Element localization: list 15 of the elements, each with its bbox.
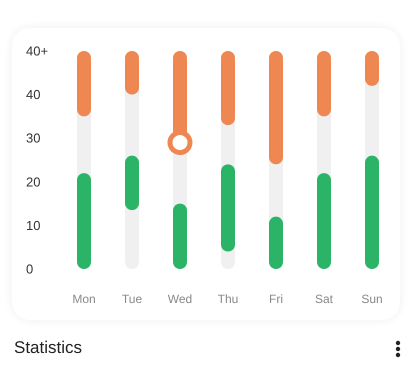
x-tick-label: Sun bbox=[361, 292, 383, 306]
x-tick-label: Thu bbox=[218, 292, 238, 306]
y-tick-label: 20 bbox=[26, 174, 40, 190]
x-tick-label: Mon bbox=[72, 292, 96, 306]
x-tick-label: Sat bbox=[314, 292, 334, 306]
x-tick-label: Fri bbox=[269, 292, 283, 306]
y-tick-label: 0 bbox=[26, 262, 34, 276]
y-tick-label: 40 bbox=[26, 87, 40, 102]
y-tick-label: 40+ bbox=[26, 44, 48, 58]
x-tick-label: Tue bbox=[122, 292, 142, 306]
x-tick-label: Wed bbox=[168, 292, 192, 306]
bar bbox=[125, 156, 139, 210]
text: Statistics bbox=[14, 338, 82, 358]
y-tick-label: 10 bbox=[26, 218, 40, 233]
y-tick-label: 30 bbox=[26, 130, 40, 146]
